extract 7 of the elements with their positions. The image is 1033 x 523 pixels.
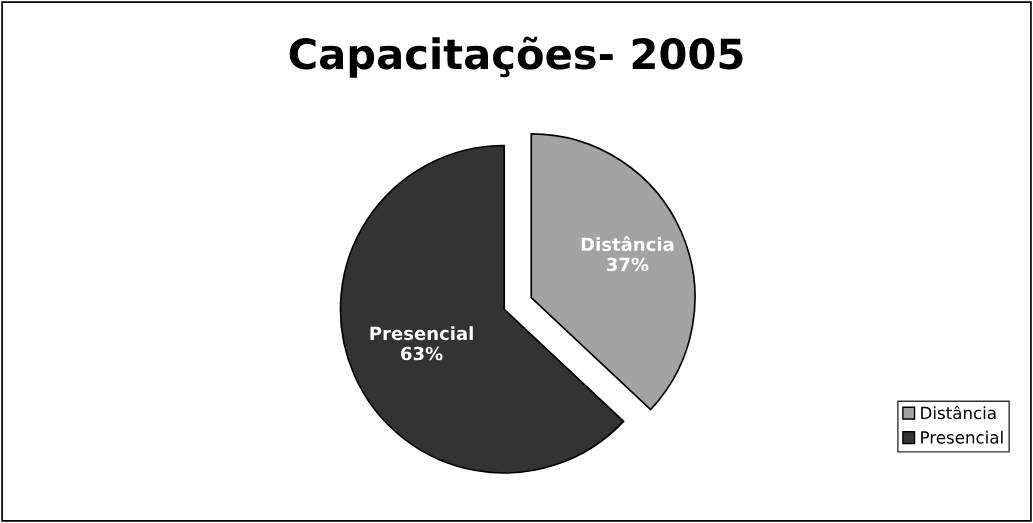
data-label: 63% [401,346,443,361]
legend-label: Distância [921,405,996,420]
legend-label: Presencial [921,430,1003,444]
data-label: 37% [607,257,649,272]
chart-title: Capacitações- 2005 [289,36,743,78]
slice-label: Distância [581,236,674,252]
slice-label: Presencial [370,326,473,341]
